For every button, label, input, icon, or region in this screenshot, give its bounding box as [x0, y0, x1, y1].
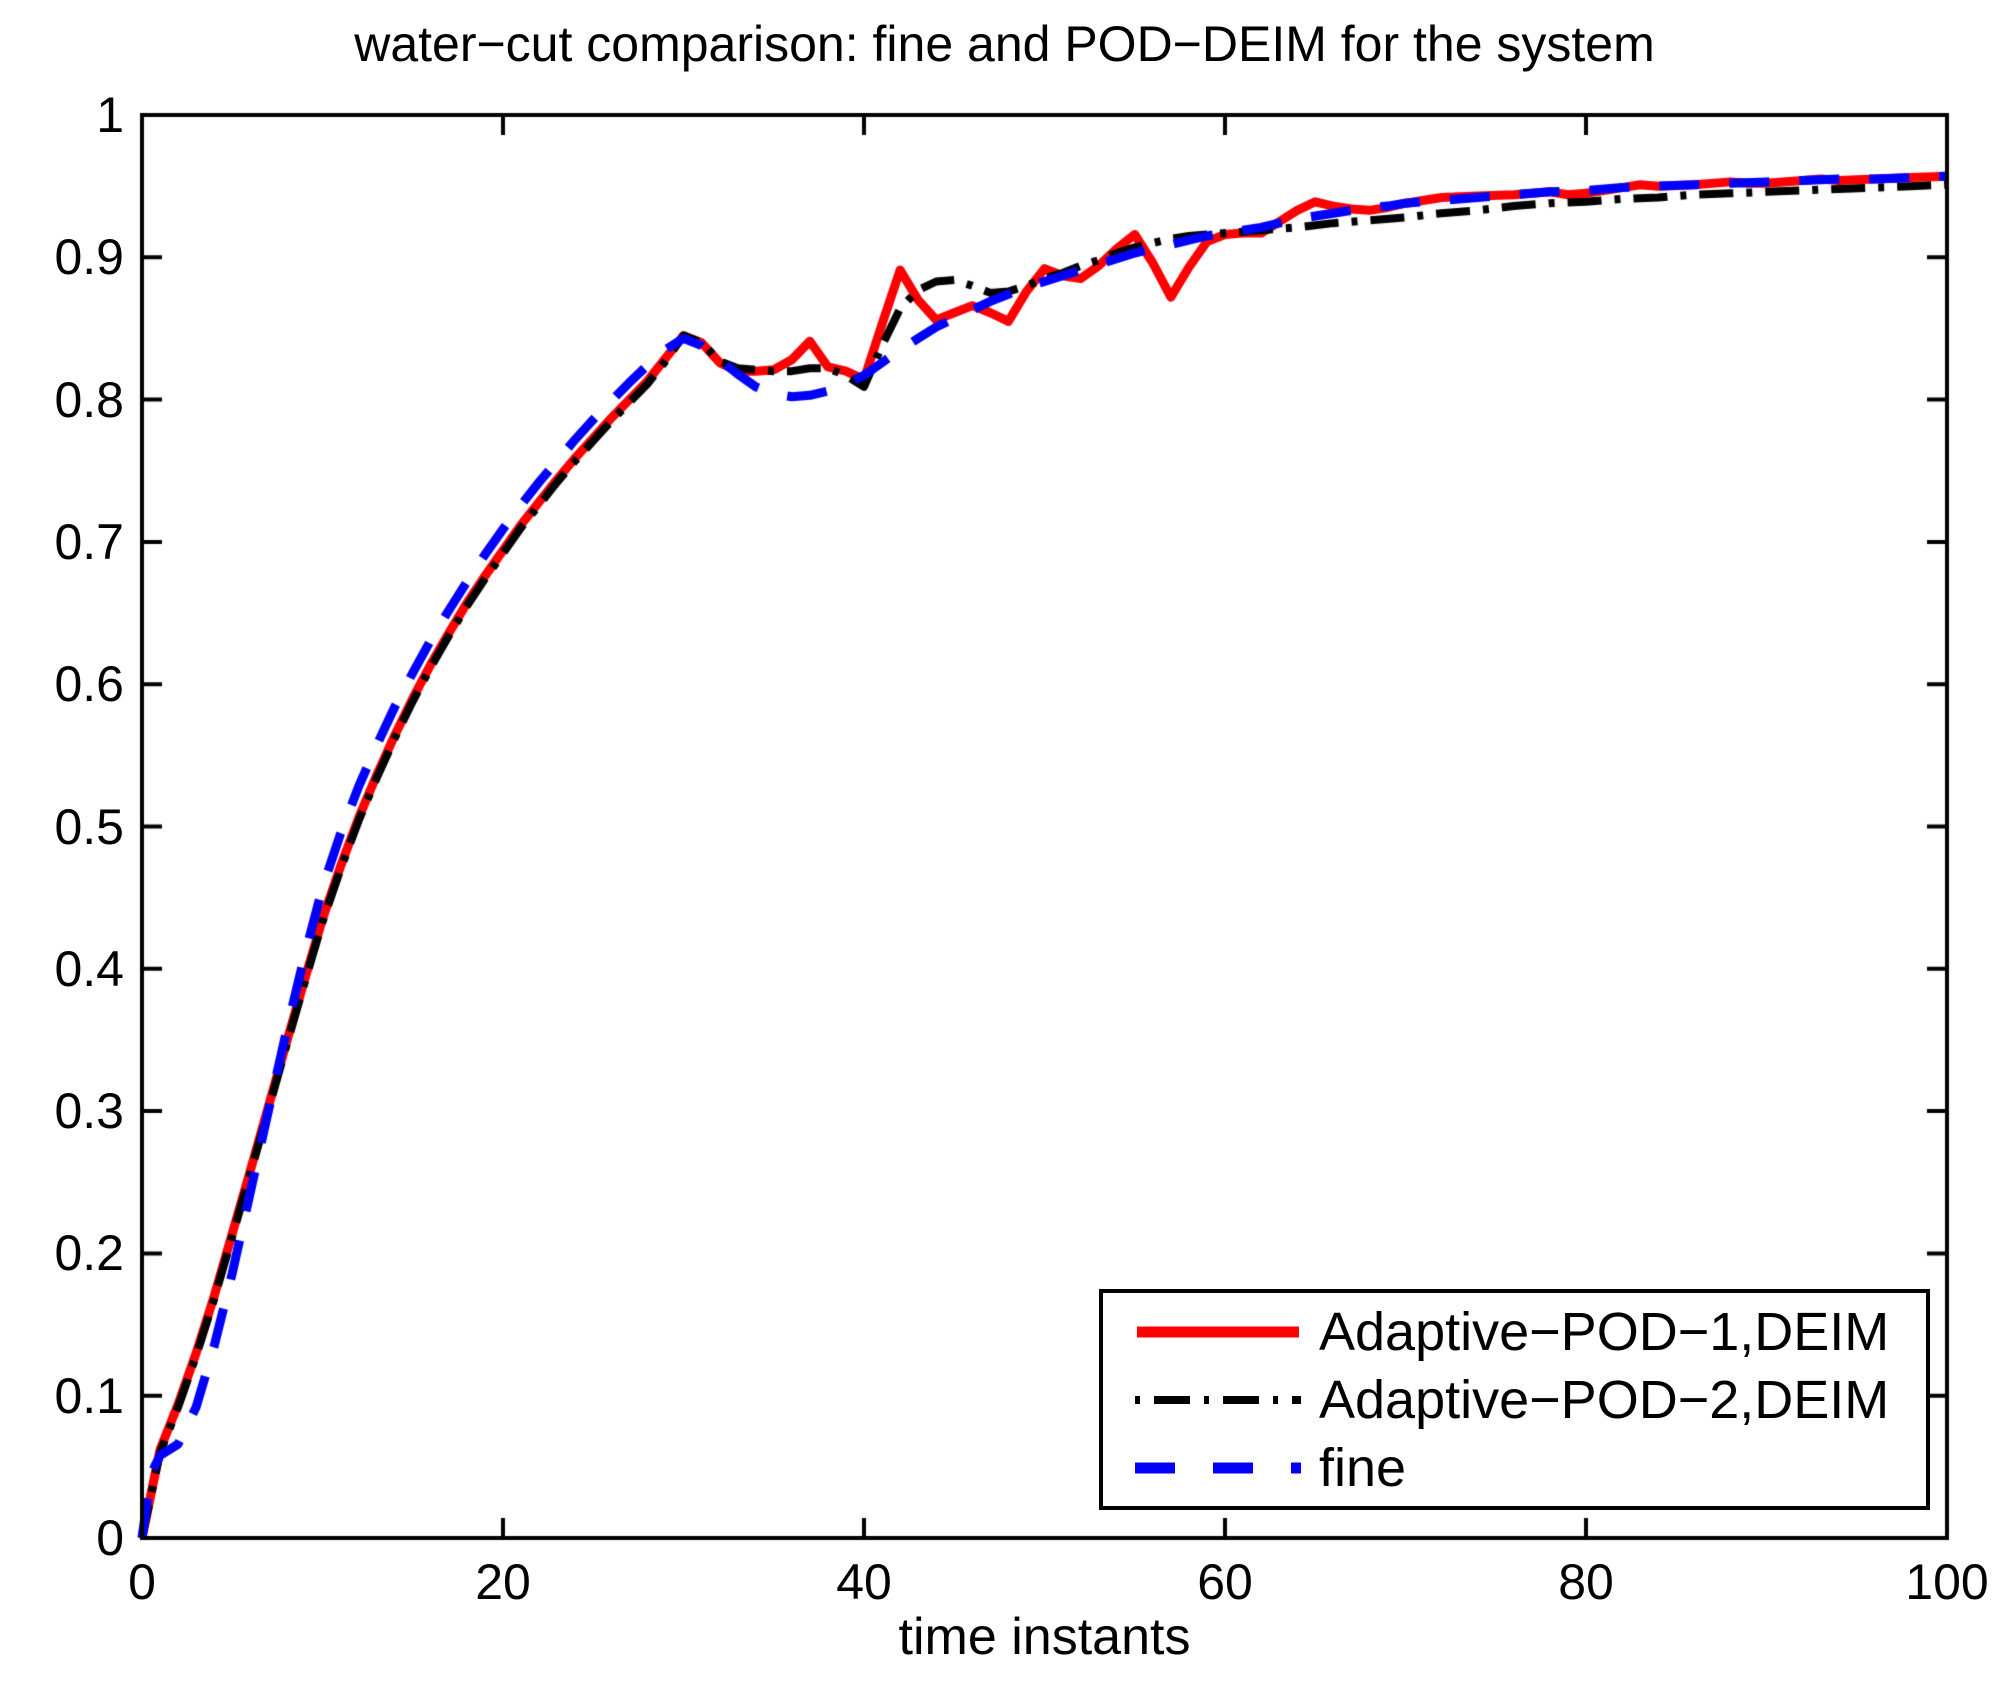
legend-blue-dashed-line-icon: [1135, 1462, 1301, 1474]
y-tick-label: 0.7: [54, 513, 124, 570]
y-tick-label: 0.9: [54, 229, 124, 286]
legend-label: fine: [1319, 1438, 1407, 1498]
y-tick-label: 0.1: [54, 1367, 124, 1424]
y-tick-label: 0.6: [54, 656, 124, 713]
y-tick-label: 0.5: [54, 798, 124, 855]
legend-black-dashdot-line-icon: [1135, 1396, 1301, 1404]
y-tick-label: 0.2: [54, 1225, 124, 1282]
y-tick-label: 0.8: [54, 371, 124, 428]
x-tick-label: 40: [836, 1554, 892, 1610]
x-tick-label: 80: [1558, 1554, 1614, 1610]
legend-label: Adaptive−POD−1,DEIM: [1319, 1302, 1890, 1362]
legend: Adaptive−POD−1,DEIM Adaptive−POD−2,DEIM …: [1099, 1289, 1930, 1510]
chart-title: water−cut comparison: fine and POD−DEIM …: [354, 16, 1655, 72]
x-tick-label: 100: [1905, 1554, 1989, 1610]
y-tick-label: 0.3: [54, 1083, 124, 1140]
y-tick-label: 0.4: [54, 940, 124, 997]
y-tick-label: 0: [96, 1510, 124, 1566]
legend-red-solid-line-icon: [1137, 1326, 1299, 1338]
x-tick-label: 0: [128, 1554, 156, 1610]
legend-entry-adaptive-pod-2: Adaptive−POD−2,DEIM: [1103, 1366, 1926, 1434]
legend-entry-adaptive-pod-1: Adaptive−POD−1,DEIM: [1103, 1298, 1926, 1366]
x-tick-label: 20: [475, 1554, 531, 1610]
x-axis-label: time instants: [898, 1608, 1191, 1666]
y-tick-label: 1: [96, 87, 124, 143]
legend-label: Adaptive−POD−2,DEIM: [1319, 1370, 1890, 1430]
legend-entry-fine: fine: [1103, 1434, 1926, 1502]
x-tick-label: 60: [1197, 1554, 1253, 1610]
